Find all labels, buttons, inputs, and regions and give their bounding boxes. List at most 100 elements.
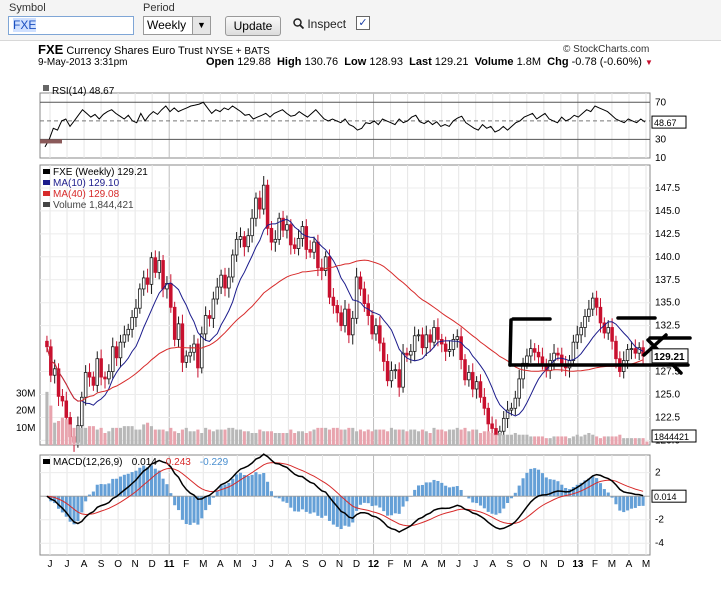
candle-body [478, 381, 483, 398]
candle-body [261, 184, 266, 210]
macd-histogram-bar [219, 485, 223, 497]
candle-body [401, 352, 405, 388]
macd-histogram-bar [64, 496, 68, 517]
macd-histogram-bar [552, 479, 556, 497]
macd-histogram-bar [428, 482, 432, 497]
macd-histogram-bar [587, 478, 591, 497]
price-legend-item: FXE (Weekly) 129.21 [53, 167, 148, 178]
x-tick-label: D [557, 559, 564, 570]
x-tick-label: A [626, 559, 633, 570]
update-button[interactable]: Update [225, 16, 281, 36]
candle-body [176, 323, 181, 340]
candle-body [397, 369, 401, 388]
macd-histogram-bar [432, 479, 436, 497]
rsi-legend: RSI(14) 48.67 [52, 86, 115, 97]
volume-label: Volume [474, 56, 514, 68]
rsi-oversold-fill [40, 139, 62, 144]
candle-body [269, 227, 274, 243]
volume-bar [111, 427, 115, 445]
volume-bar [219, 429, 223, 445]
price-tick-label: 125.0 [655, 390, 680, 401]
price-tick-label: 137.5 [655, 275, 680, 286]
volume-bar [324, 427, 328, 445]
candle-body [525, 355, 529, 364]
candle-body [277, 217, 281, 240]
candle-body [281, 217, 285, 231]
volume-bar [537, 436, 541, 445]
candle-body [548, 360, 552, 372]
candle-body [207, 315, 212, 319]
macd-histogram-bar [126, 473, 130, 497]
volume-bar [103, 433, 107, 445]
volume-bar [544, 438, 548, 445]
candle-body [440, 339, 444, 345]
annotation-line [508, 318, 513, 367]
copyright: © StockCharts.com [563, 44, 650, 55]
candle-body [242, 236, 247, 248]
x-tick-label: A [81, 559, 88, 570]
period-select[interactable]: Weekly ▼ [143, 16, 211, 35]
macd-histogram-bar [521, 478, 525, 497]
inspect-checkbox[interactable]: ✓ [356, 16, 370, 30]
volume-bar [300, 431, 304, 445]
volume-bar [525, 434, 529, 445]
volume-bar [254, 433, 258, 445]
macd-histogram-bar [300, 496, 304, 510]
volume-bar [138, 429, 142, 445]
volume-bar [629, 438, 633, 445]
candle-body [265, 184, 270, 229]
volume-bar [184, 427, 188, 445]
macd-histogram-bar [308, 496, 312, 514]
candle-body [223, 274, 227, 289]
volume-bar [246, 431, 250, 445]
candle-body [91, 376, 96, 386]
macd-histogram-bar [146, 467, 150, 497]
candle-body [637, 347, 641, 354]
x-tick-label: J [48, 559, 53, 570]
volume-bar [393, 429, 397, 445]
volume-bar [91, 426, 95, 445]
x-tick-label: F [388, 559, 394, 570]
volume-bar [107, 431, 111, 445]
volume-bar [482, 431, 486, 445]
x-tick-label: A [285, 559, 292, 570]
macd-histogram-bar [366, 496, 370, 504]
volume-bar [447, 429, 452, 445]
candle-body [238, 236, 243, 240]
macd-histogram-bar [393, 496, 397, 514]
volume-bar [76, 426, 80, 445]
inspect-toggle[interactable]: Inspect [293, 17, 346, 31]
symbol-input[interactable]: FXE [8, 16, 134, 35]
rsi-tick-label: 70 [655, 97, 667, 108]
price-legend-swatch [43, 191, 50, 196]
candle-body [165, 283, 169, 290]
candle-body [211, 298, 216, 319]
volume-bar [146, 422, 150, 445]
candle-body [470, 372, 475, 390]
x-tick-label: F [183, 559, 189, 570]
candle-body [188, 351, 192, 357]
macd-histogram-bar [420, 484, 424, 497]
candle-body [273, 238, 278, 243]
volume-bar [645, 441, 649, 445]
chevron-down-icon[interactable]: ▼ [192, 17, 210, 34]
volume-bar [72, 427, 76, 445]
price-tick-label: 142.5 [655, 229, 680, 240]
price-tick-label: 140.0 [655, 252, 680, 263]
rsi-tick-label: 10 [655, 153, 667, 164]
macd-histogram-bar [544, 477, 548, 497]
macd-histogram-bar [374, 496, 378, 506]
volume-bar [502, 434, 506, 445]
macd-histogram-bar [57, 496, 61, 509]
x-tick-label: M [403, 559, 411, 570]
macd-histogram-bar [517, 485, 521, 497]
macd-histogram-bar [455, 486, 459, 497]
macd-histogram-bar [111, 478, 115, 497]
macd-histogram-bar [417, 485, 421, 497]
candle-body [250, 217, 254, 237]
candle-body [49, 346, 53, 376]
macd-histogram-bar [53, 496, 57, 504]
macd-tick-label: -2 [655, 515, 664, 526]
macd-histogram-bar [444, 485, 448, 497]
macd-histogram-bar [502, 496, 506, 509]
